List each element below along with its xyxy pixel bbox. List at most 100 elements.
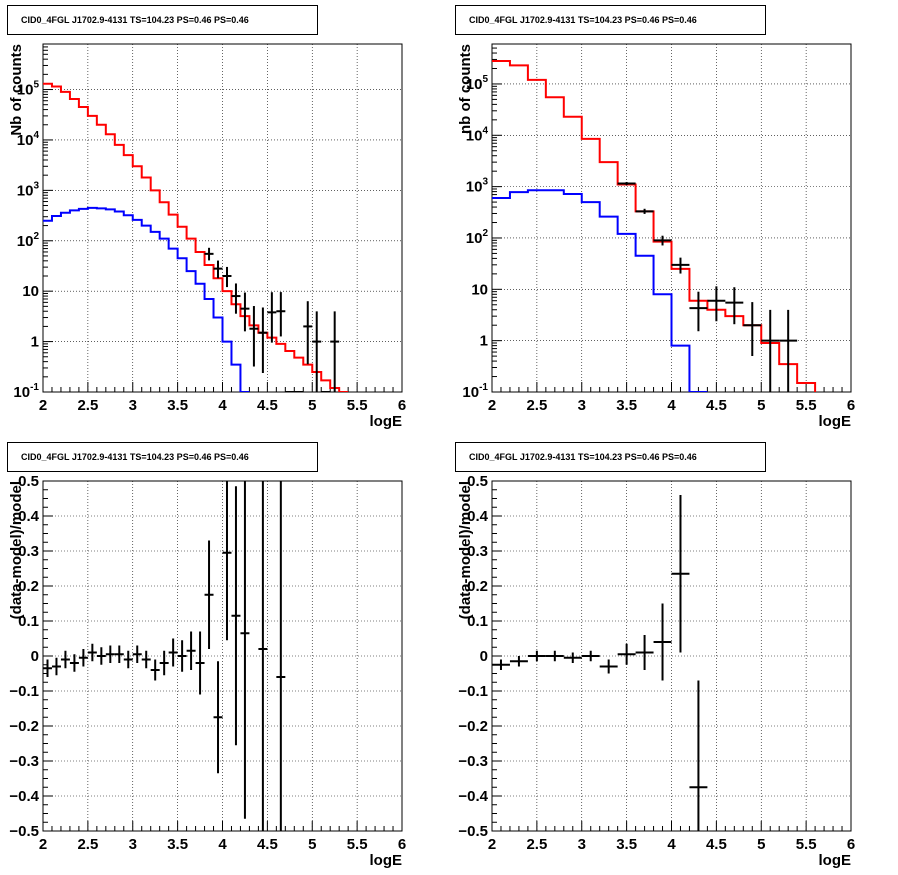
data-point [132, 645, 142, 663]
data-point [707, 286, 726, 322]
data-point [276, 481, 286, 831]
data-point [195, 631, 205, 695]
data-point [653, 603, 672, 681]
y-tick-exp: 5 [482, 74, 488, 85]
data-point [159, 650, 169, 676]
data-point [240, 292, 250, 332]
data-point [231, 283, 241, 314]
y-tick-label: 105 [466, 74, 489, 93]
data-point [671, 257, 690, 274]
y-tick-label: 103 [466, 177, 489, 196]
y-tick-label: 1 [480, 333, 488, 350]
y-tick-label: 104 [17, 130, 40, 149]
x-tick-label: 3.5 [616, 397, 637, 414]
x-tick-label: 5.5 [796, 836, 817, 853]
data-point [545, 650, 564, 662]
y-tick-base: 10 [466, 76, 483, 93]
x-tick-label: 3 [129, 836, 137, 853]
data-point [779, 309, 798, 392]
x-axis-title: logE [370, 852, 403, 869]
x-tick-label: 4.5 [257, 397, 278, 414]
chart-title: CID0_4FGL J1702.9-4131 TS=104.23 PS=0.46… [469, 15, 697, 25]
y-tick-exp: 5 [33, 80, 39, 91]
data-point [96, 647, 106, 665]
y-tick-label: 10-1 [13, 382, 39, 401]
data-point [653, 235, 672, 246]
y-tick-exp: 2 [482, 228, 488, 239]
y-axis-title: nb of counts [457, 44, 474, 134]
data-point [69, 654, 79, 672]
y-tick-label: −0.4 [9, 788, 39, 805]
data-point [240, 481, 250, 819]
y-tick-label: −0.1 [9, 683, 39, 700]
series-step-0 [43, 82, 349, 392]
y-tick-base: 10 [17, 233, 34, 250]
x-tick-label: 6 [398, 397, 406, 414]
data-point [204, 247, 214, 261]
x-tick-label: 4.5 [706, 836, 727, 853]
y-tick-base: 10 [17, 132, 34, 149]
x-axis-title: logE [819, 852, 852, 869]
x-tick-label: 2 [39, 836, 47, 853]
y-tick-label: 104 [466, 125, 489, 144]
y-tick-exp: 3 [482, 177, 488, 188]
x-tick-label: 6 [398, 836, 406, 853]
plot-area [43, 481, 286, 831]
y-tick-label: 0.2 [18, 578, 39, 595]
data-point [213, 661, 223, 774]
y-tick-label: 10 [22, 283, 39, 300]
x-tick-label: 5.5 [347, 397, 368, 414]
y-tick-label: −0.5 [9, 823, 39, 840]
chart-residuals-coarse: CID0_4FGL J1702.9-4131 TS=104.23 PS=0.46… [455, 442, 855, 869]
y-tick-label: 10 [471, 281, 488, 298]
plot-area [43, 82, 349, 392]
y-tick-base: 10 [17, 182, 34, 199]
x-tick-label: 3.5 [616, 836, 637, 853]
y-tick-label: 102 [466, 228, 489, 247]
x-tick-label: 5 [308, 836, 316, 853]
y-tick-label: 1 [31, 334, 39, 351]
data-point [105, 645, 115, 663]
data-point [599, 659, 618, 674]
chart-title: CID0_4FGL J1702.9-4131 TS=104.23 PS=0.46… [469, 452, 697, 462]
title-box [7, 442, 318, 472]
data-point [87, 643, 97, 662]
y-tick-label: 0.3 [18, 543, 39, 560]
y-tick-label: −0.1 [458, 683, 488, 700]
y-tick-exp: 4 [33, 130, 39, 141]
y-tick-base: 10 [17, 82, 34, 99]
x-tick-label: 2.5 [526, 836, 547, 853]
data-point [60, 650, 70, 669]
x-tick-label: 5 [308, 397, 316, 414]
x-tick-label: 2.5 [526, 397, 547, 414]
y-tick-exp: 4 [482, 125, 488, 136]
data-point [725, 287, 744, 325]
data-point [276, 292, 286, 337]
data-point [527, 650, 546, 662]
title-box [455, 442, 766, 472]
x-tick-label: 2 [39, 397, 47, 414]
x-axis-title: logE [819, 413, 852, 430]
plot-area [492, 59, 817, 392]
series-errorbars [492, 495, 708, 831]
data-point [168, 638, 178, 667]
x-tick-label: 2.5 [77, 836, 98, 853]
y-tick-label: 0.3 [467, 543, 488, 560]
x-tick-label: 5.5 [796, 397, 817, 414]
data-point [258, 481, 268, 831]
data-point [635, 208, 654, 214]
data-point [150, 659, 160, 681]
y-tick-label: 105 [17, 80, 40, 99]
data-point [78, 649, 88, 667]
x-tick-label: 3 [578, 397, 586, 414]
data-point [213, 260, 223, 279]
data-point [743, 302, 762, 357]
x-tick-label: 6 [847, 397, 855, 414]
data-point [303, 301, 313, 365]
data-point [141, 650, 151, 669]
y-tick-base: 10 [466, 230, 483, 247]
y-tick-label: 0.4 [18, 508, 40, 525]
data-point [617, 643, 636, 665]
x-tick-label: 5 [757, 836, 765, 853]
